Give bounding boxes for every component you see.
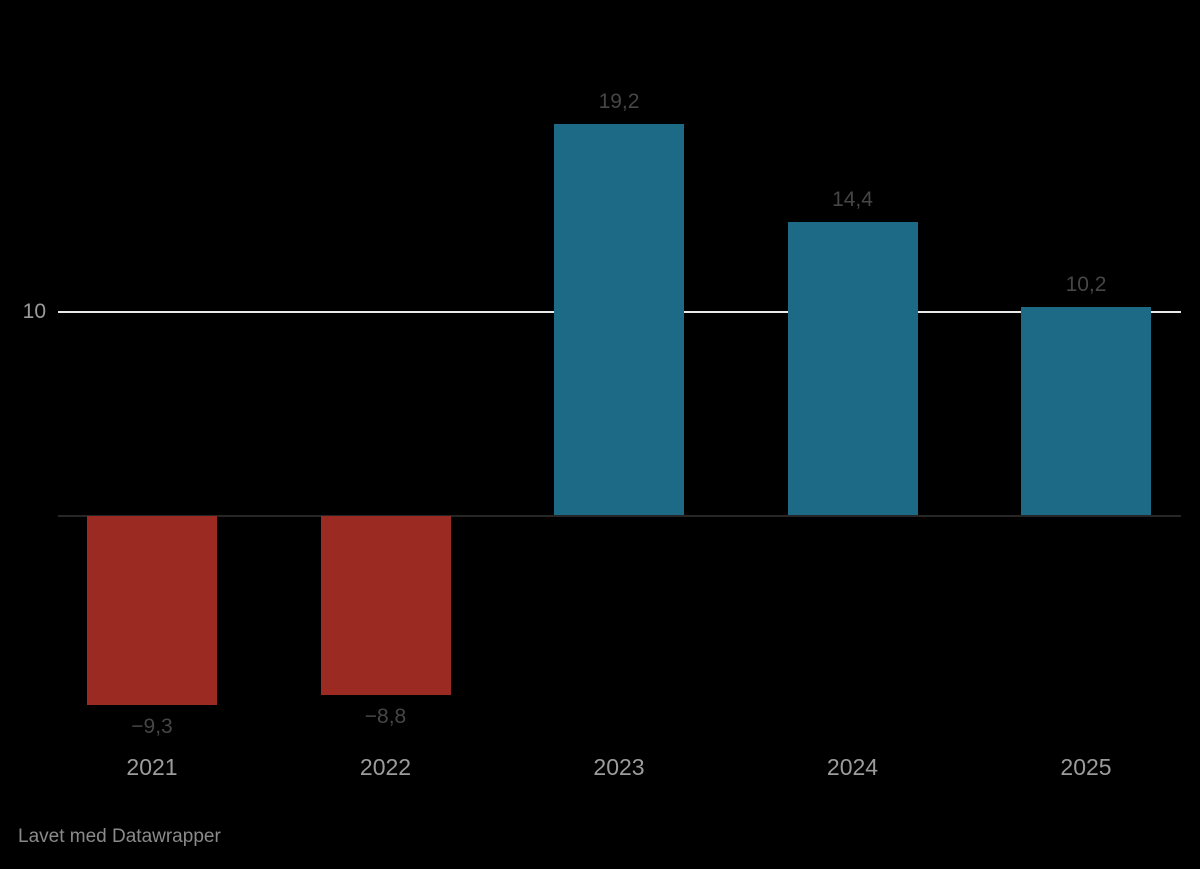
bar-2023 xyxy=(554,123,684,516)
x-axis-label-2023: 2023 xyxy=(593,754,645,780)
x-axis-label-2022: 2022 xyxy=(359,754,412,780)
attribution-text: Lavet med Datawrapper xyxy=(18,826,221,847)
bar-2025 xyxy=(1021,307,1151,516)
value-label-2023: 19,2 xyxy=(598,89,640,113)
x-axis-baseline xyxy=(58,514,1181,517)
bar-2021 xyxy=(87,515,217,706)
bar-2022 xyxy=(320,515,451,696)
value-label-2022: −8,8 xyxy=(364,705,407,729)
x-axis-label-2025: 2025 xyxy=(1060,754,1112,780)
x-axis-label-2024: 2024 xyxy=(826,754,879,780)
y-axis-tick-label: 10 xyxy=(22,299,46,323)
x-axis-label-2021: 2021 xyxy=(126,754,178,780)
value-label-2025: 10,2 xyxy=(1065,273,1107,297)
value-label-2024: 14,4 xyxy=(832,187,873,211)
bar-2024 xyxy=(787,221,918,516)
value-label-2021: −9,3 xyxy=(131,715,173,739)
